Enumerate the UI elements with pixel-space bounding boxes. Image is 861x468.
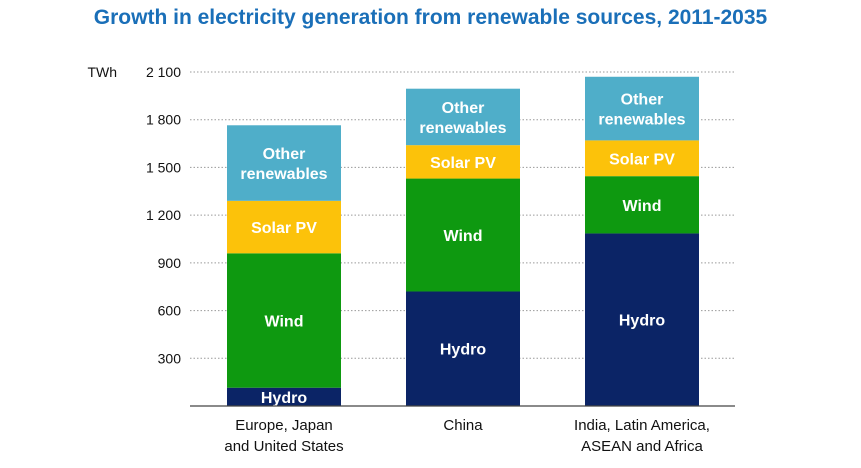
bar-segment-label: Other renewables bbox=[598, 92, 685, 129]
y-tick-label: 600 bbox=[158, 303, 182, 319]
x-category-label: Europe, Japan and United States bbox=[224, 417, 343, 455]
y-axis-unit-label: TWh bbox=[87, 64, 117, 80]
bar-segment-label: Solar PV bbox=[430, 155, 496, 172]
bar-segment bbox=[227, 125, 341, 201]
axes: 300 600 900 1 200 1 500 1 800 2 100 Europe, Jap… bbox=[146, 64, 735, 455]
bar-segment-label: Hydro bbox=[440, 342, 486, 359]
bar-segment-label: Other renewables bbox=[419, 100, 506, 137]
bar-segment-label: Hydro bbox=[261, 390, 307, 407]
bar-segment bbox=[406, 291, 520, 406]
y-tick-label: 2 100 bbox=[146, 64, 181, 80]
bar-segment-label: Wind bbox=[623, 198, 662, 215]
bar-segment bbox=[227, 253, 341, 388]
y-tick-label: 1 800 bbox=[146, 112, 181, 128]
bar-segment-label: Other renewables bbox=[240, 146, 327, 183]
bar-segment bbox=[585, 176, 699, 234]
y-tick-label: 1 500 bbox=[146, 159, 181, 175]
bar-segment-label: Wind bbox=[444, 228, 483, 245]
bar-segment bbox=[406, 178, 520, 292]
bar-segment bbox=[227, 387, 341, 406]
bar-segment bbox=[406, 145, 520, 179]
bar-segment bbox=[585, 76, 699, 141]
bar-segment-label: Solar PV bbox=[251, 220, 317, 237]
y-tick-label: 1 200 bbox=[146, 207, 181, 223]
x-category-label: China bbox=[443, 417, 483, 434]
bar-segment-label: Solar PV bbox=[609, 151, 675, 168]
bars: Hydro Wind Solar PV Other renewables Hydro Win… bbox=[227, 76, 699, 407]
bar-segment-label: Hydro bbox=[619, 313, 665, 330]
bar-segment bbox=[585, 140, 699, 177]
bar-segment bbox=[585, 233, 699, 406]
bar-segment bbox=[406, 88, 520, 146]
bar-segment-label: Wind bbox=[265, 314, 304, 331]
y-tick-label: 300 bbox=[158, 350, 182, 366]
chart-title: Growth in electricity generation from re… bbox=[93, 6, 768, 29]
bar-segment bbox=[227, 200, 341, 254]
x-category-label: India, Latin America, ASEAN and Africa bbox=[574, 417, 710, 455]
y-tick-label: 900 bbox=[158, 255, 182, 271]
